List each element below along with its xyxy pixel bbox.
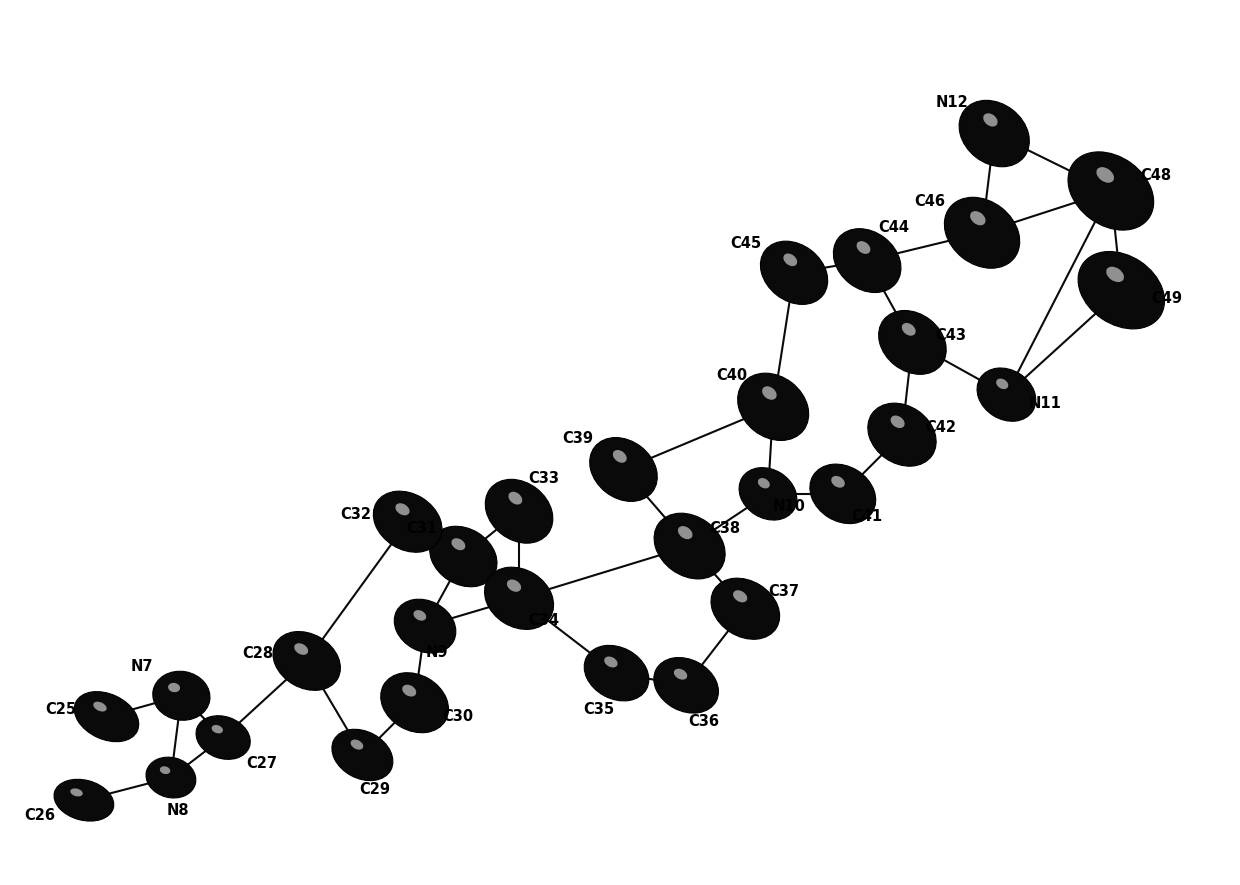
- Ellipse shape: [784, 253, 797, 266]
- Text: N8: N8: [166, 804, 190, 818]
- Ellipse shape: [1106, 266, 1123, 282]
- Text: C40: C40: [715, 368, 746, 383]
- Ellipse shape: [711, 578, 780, 639]
- Text: N10: N10: [773, 498, 805, 513]
- Ellipse shape: [1068, 152, 1153, 230]
- Ellipse shape: [430, 527, 497, 587]
- Text: C26: C26: [24, 808, 55, 823]
- Text: C33: C33: [528, 471, 559, 486]
- Text: C38: C38: [709, 521, 740, 536]
- Ellipse shape: [153, 671, 210, 720]
- Ellipse shape: [890, 416, 905, 428]
- Ellipse shape: [959, 100, 1029, 166]
- Text: C39: C39: [563, 431, 594, 446]
- Ellipse shape: [868, 404, 936, 466]
- Ellipse shape: [74, 691, 139, 742]
- Ellipse shape: [402, 685, 417, 696]
- Ellipse shape: [653, 513, 725, 579]
- Ellipse shape: [833, 228, 901, 293]
- Text: C37: C37: [768, 584, 799, 599]
- Ellipse shape: [758, 478, 770, 489]
- Text: C35: C35: [584, 702, 615, 717]
- Ellipse shape: [146, 758, 196, 798]
- Ellipse shape: [508, 492, 522, 504]
- Ellipse shape: [763, 386, 776, 400]
- Text: C48: C48: [1141, 168, 1172, 183]
- Text: C29: C29: [360, 782, 391, 797]
- Text: C44: C44: [878, 220, 909, 235]
- Ellipse shape: [451, 538, 465, 550]
- Ellipse shape: [394, 599, 456, 653]
- Ellipse shape: [485, 480, 553, 543]
- Ellipse shape: [879, 311, 946, 374]
- Ellipse shape: [977, 368, 1035, 421]
- Text: C30: C30: [443, 709, 474, 724]
- Text: C49: C49: [1151, 291, 1182, 306]
- Text: N11: N11: [1028, 396, 1061, 411]
- Ellipse shape: [169, 683, 180, 692]
- Ellipse shape: [831, 476, 844, 488]
- Ellipse shape: [760, 242, 827, 304]
- Ellipse shape: [55, 780, 114, 821]
- Text: C28: C28: [242, 646, 274, 661]
- Text: N9: N9: [427, 645, 449, 659]
- Ellipse shape: [71, 789, 83, 796]
- Ellipse shape: [507, 580, 521, 592]
- Text: C34: C34: [528, 613, 559, 628]
- Text: C32: C32: [340, 507, 371, 522]
- Ellipse shape: [945, 197, 1019, 268]
- Text: C46: C46: [914, 194, 945, 209]
- Ellipse shape: [196, 716, 250, 759]
- Text: N7: N7: [131, 658, 154, 673]
- Ellipse shape: [901, 323, 915, 335]
- Text: C27: C27: [246, 756, 277, 771]
- Ellipse shape: [857, 241, 870, 254]
- Text: N12: N12: [936, 95, 968, 110]
- Ellipse shape: [584, 645, 649, 701]
- Ellipse shape: [332, 729, 393, 781]
- Ellipse shape: [738, 373, 808, 441]
- Ellipse shape: [810, 464, 875, 524]
- Text: C41: C41: [852, 509, 883, 524]
- Ellipse shape: [93, 702, 107, 712]
- Ellipse shape: [983, 113, 998, 127]
- Ellipse shape: [970, 212, 986, 226]
- Ellipse shape: [678, 526, 692, 539]
- Ellipse shape: [485, 567, 553, 629]
- Text: C45: C45: [730, 235, 761, 250]
- Ellipse shape: [1078, 251, 1164, 329]
- Ellipse shape: [996, 379, 1008, 389]
- Ellipse shape: [739, 467, 797, 520]
- Ellipse shape: [160, 766, 170, 774]
- Ellipse shape: [673, 669, 687, 680]
- Ellipse shape: [604, 657, 618, 667]
- Text: C43: C43: [935, 328, 966, 343]
- Ellipse shape: [212, 725, 223, 734]
- Ellipse shape: [294, 643, 309, 655]
- Text: C36: C36: [688, 714, 719, 729]
- Text: C31: C31: [405, 521, 438, 536]
- Ellipse shape: [273, 632, 341, 690]
- Ellipse shape: [413, 610, 427, 620]
- Ellipse shape: [733, 590, 748, 603]
- Ellipse shape: [590, 437, 657, 502]
- Text: C42: C42: [925, 420, 956, 435]
- Ellipse shape: [381, 673, 449, 733]
- Text: C25: C25: [45, 702, 76, 717]
- Ellipse shape: [613, 450, 626, 463]
- Ellipse shape: [373, 491, 441, 552]
- Ellipse shape: [351, 740, 363, 750]
- Ellipse shape: [653, 658, 718, 713]
- Ellipse shape: [396, 504, 409, 515]
- Ellipse shape: [1096, 167, 1114, 183]
